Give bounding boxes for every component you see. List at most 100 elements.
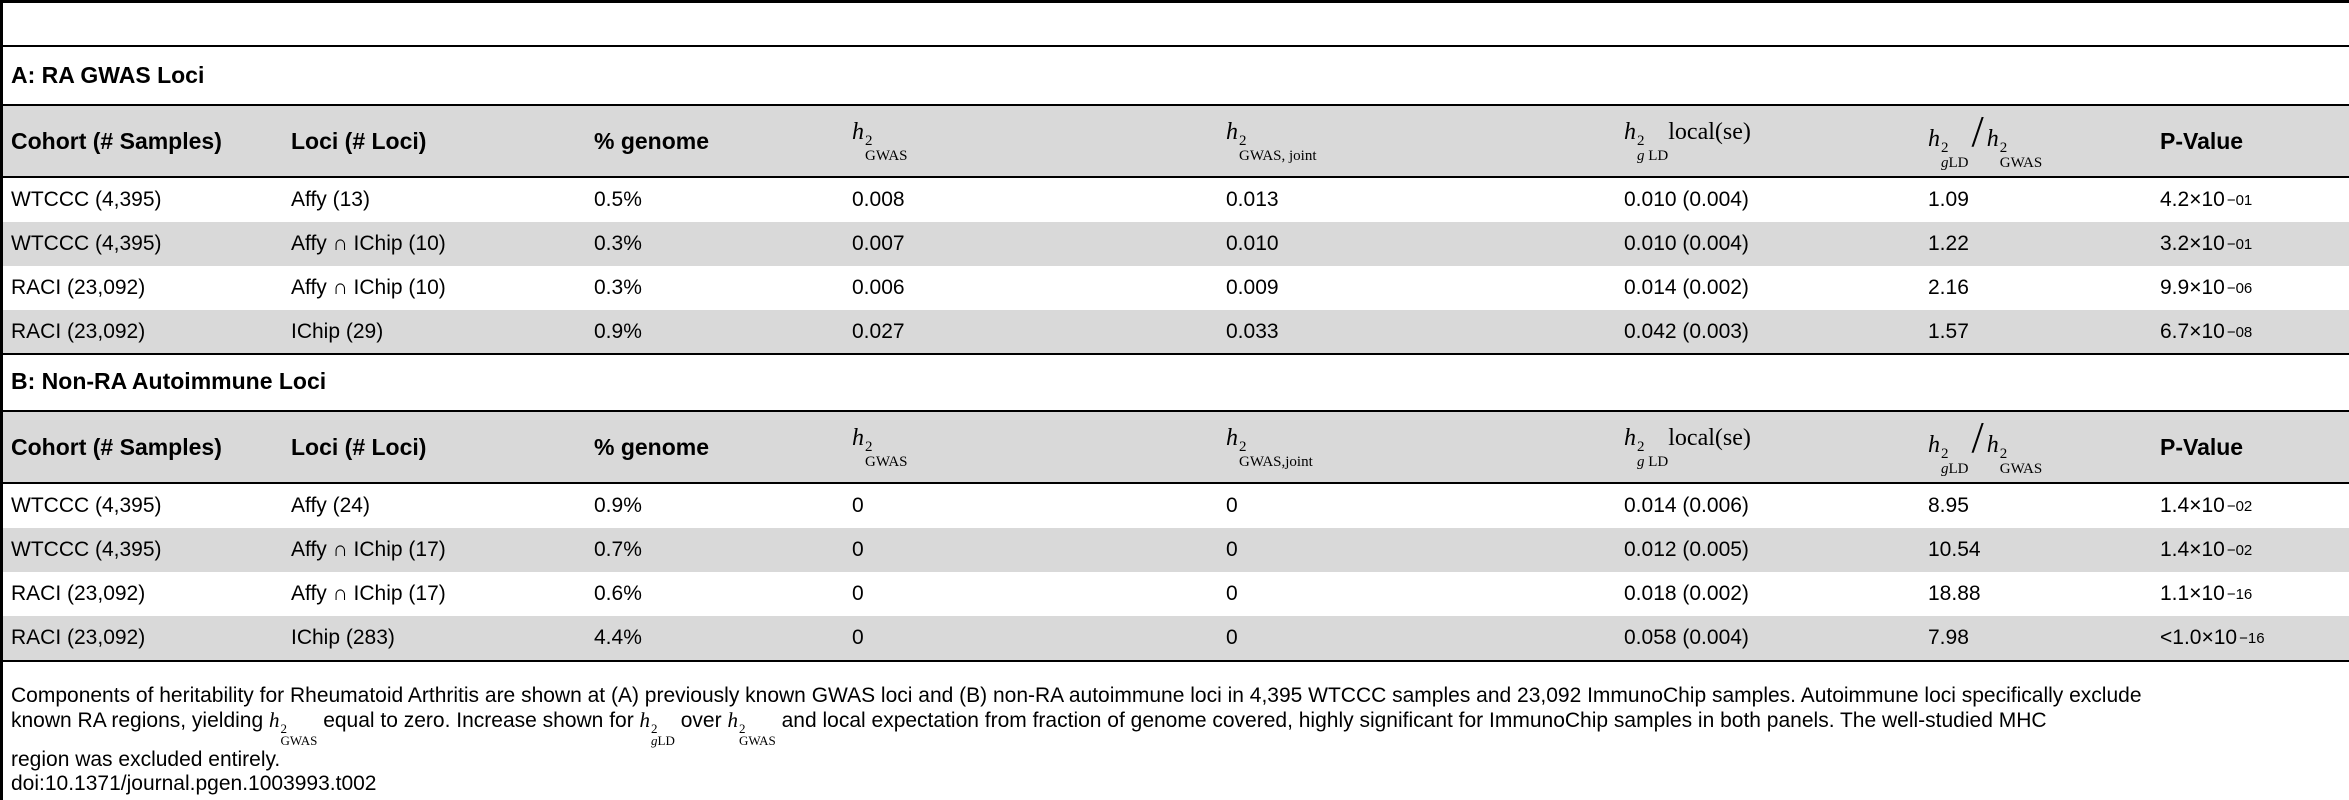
section-b-title: B: Non-RA Autoimmune Loci <box>11 368 327 394</box>
ratio-formula: h 2 gLD / h 2 GWAS <box>1928 106 2043 171</box>
table-row: RACI (23,092) IChip (283) 4.4% 0 0 0.058 (0.0… <box>3 616 2349 660</box>
section-a-title: A: RA GWAS Loci <box>11 62 205 88</box>
header-ratio: h 2 gLD / h 2 GWAS <box>1928 412 2042 482</box>
h2local-cell: 0.058 (0.004) <box>1624 626 1749 649</box>
h2local-cell: 0.012 (0.005) <box>1624 538 1749 561</box>
caption-text: over <box>680 709 722 732</box>
pvalue-mantissa: <1.0×10 <box>2160 626 2238 649</box>
h2joint-cell: 0 <box>1226 494 1238 517</box>
pvalue-mantissa: 6.7×10 <box>2160 320 2225 343</box>
cohort-cell: WTCCC (4,395) <box>11 232 162 255</box>
header-cohort: Cohort (# Samples) <box>11 433 222 460</box>
h2gwas-cell: 0 <box>852 582 864 605</box>
h2gwas-formula: h 2 GWAS <box>852 424 908 470</box>
h2joint-cell: 0.013 <box>1226 188 1279 211</box>
pvalue-exponent: −16 <box>2239 629 2265 647</box>
cohort-cell: RACI (23,092) <box>11 276 146 299</box>
ratio-cell: 10.54 <box>1928 538 1981 561</box>
h2gld-formula: h 2 gLD <box>639 708 675 748</box>
genome-cell: 0.9% <box>594 494 642 517</box>
genome-cell: 0.3% <box>594 276 642 299</box>
ratio-cell: 2.16 <box>1928 276 1969 299</box>
loci-cell: IChip (29) <box>291 320 384 343</box>
h2gwas-cell: 0.008 <box>852 188 905 211</box>
cohort-cell: RACI (23,092) <box>11 582 146 605</box>
cohort-cell: WTCCC (4,395) <box>11 188 162 211</box>
h2gwas-cell: 0.006 <box>852 276 905 299</box>
genome-cell: 0.5% <box>594 188 642 211</box>
header-cohort: Cohort (# Samples) <box>11 127 222 154</box>
table-row: RACI (23,092) Affy ∩ IChip (10) 0.3% 0.006 0… <box>3 266 2349 310</box>
pvalue-cell: 6.7×10 −08 <box>2160 310 2252 354</box>
header-ratio: h 2 gLD / h 2 GWAS <box>1928 106 2042 176</box>
left-rule <box>0 0 3 800</box>
pvalue-cell: 1.4×10 −02 <box>2160 528 2252 572</box>
pvalue-cell: 3.2×10 −01 <box>2160 222 2252 266</box>
cohort-cell: WTCCC (4,395) <box>11 538 162 561</box>
h2joint-cell: 0 <box>1226 582 1238 605</box>
caption-text: and local expectation from fraction of g… <box>781 709 2047 732</box>
rule-section-a-header <box>0 104 2349 106</box>
table-row: RACI (23,092) Affy ∩ IChip (17) 0.6% 0 0 0.01… <box>3 572 2349 616</box>
cohort-cell: WTCCC (4,395) <box>11 494 162 517</box>
ratio-cell: 7.98 <box>1928 626 1969 649</box>
rule-section-b-body <box>0 482 2349 484</box>
cohort-cell: RACI (23,092) <box>11 626 146 649</box>
table-row: WTCCC (4,395) Affy ∩ IChip (10) 0.3% 0.007 0… <box>3 222 2349 266</box>
h2gwas-formula: h 2 GWAS <box>852 118 908 164</box>
top-rule <box>0 0 2349 3</box>
h2local-cell: 0.042 (0.003) <box>1624 320 1749 343</box>
pvalue-exponent: −01 <box>2226 235 2253 253</box>
header-loci: Loci (# Loci) <box>291 433 427 460</box>
ratio-cell: 18.88 <box>1928 582 1981 605</box>
pvalue-mantissa: 1.1×10 <box>2160 582 2225 605</box>
h2gwas-cell: 0 <box>852 626 864 649</box>
pvalue-mantissa: 1.4×10 <box>2160 494 2225 517</box>
pvalue-exponent: −02 <box>2226 497 2253 515</box>
cohort-cell: RACI (23,092) <box>11 320 146 343</box>
table-row: WTCCC (4,395) Affy ∩ IChip (17) 0.7% 0 0 0.01… <box>3 528 2349 572</box>
header-genome: % genome <box>594 127 710 154</box>
loci-cell: IChip (283) <box>291 626 395 649</box>
doi-text: doi:10.1371/journal.pgen.1003993.t002 <box>11 772 377 795</box>
table-row: WTCCC (4,395) Affy (24) 0.9% 0 0 0.014 (0.006… <box>3 484 2349 528</box>
table-row: WTCCC (4,395) Affy (13) 0.5% 0.008 0.013 0.01… <box>3 178 2349 222</box>
pvalue-cell: <1.0×10 −16 <box>2160 616 2265 660</box>
pvalue-mantissa: 9.9×10 <box>2160 276 2225 299</box>
table-row: RACI (23,092) IChip (29) 0.9% 0.027 0.033 0.0… <box>3 310 2349 354</box>
header-h2gwas: h 2 GWAS <box>852 106 908 176</box>
header-pvalue: P-Value <box>2160 127 2244 154</box>
h2joint-cell: 0 <box>1226 626 1238 649</box>
caption-text: known RA regions, yielding <box>11 709 264 732</box>
pvalue-exponent: −02 <box>2226 541 2253 559</box>
rule-top-section-a <box>0 45 2349 47</box>
loci-cell: Affy ∩ IChip (17) <box>291 582 446 605</box>
genome-cell: 0.3% <box>594 232 642 255</box>
h2gwas-formula: h 2 GWAS <box>269 708 318 748</box>
pvalue-cell: 1.4×10 −02 <box>2160 484 2252 528</box>
h2joint-cell: 0 <box>1226 538 1238 561</box>
caption-text: equal to zero. Increase shown for <box>323 709 634 732</box>
rule-section-a-body <box>0 176 2349 178</box>
rule-section-b-top <box>0 353 2349 355</box>
pvalue-cell: 9.9×10 −06 <box>2160 266 2252 310</box>
h2gwas-cell: 0.007 <box>852 232 905 255</box>
pvalue-exponent: −16 <box>2226 585 2253 603</box>
table-caption: Components of heritability for Rheumatoi… <box>11 683 2347 772</box>
loci-cell: Affy ∩ IChip (10) <box>291 276 446 299</box>
genome-cell: 0.9% <box>594 320 642 343</box>
h2gwas-cell: 0 <box>852 538 864 561</box>
h2local-cell: 0.014 (0.002) <box>1624 276 1749 299</box>
header-h2gwas-joint: h 2 GWAS,joint <box>1226 412 1313 482</box>
pvalue-cell: 1.1×10 −16 <box>2160 572 2252 616</box>
header-pvalue: P-Value <box>2160 433 2244 460</box>
ratio-cell: 1.09 <box>1928 188 1969 211</box>
h2joint-cell: 0.033 <box>1226 320 1279 343</box>
h2gwas-joint-formula: h 2 GWAS, joint <box>1226 118 1317 164</box>
header-genome: % genome <box>594 433 710 460</box>
